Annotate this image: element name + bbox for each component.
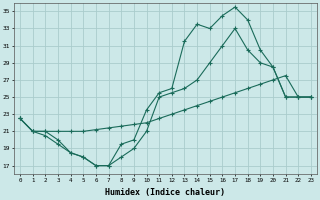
- X-axis label: Humidex (Indice chaleur): Humidex (Indice chaleur): [106, 188, 226, 197]
